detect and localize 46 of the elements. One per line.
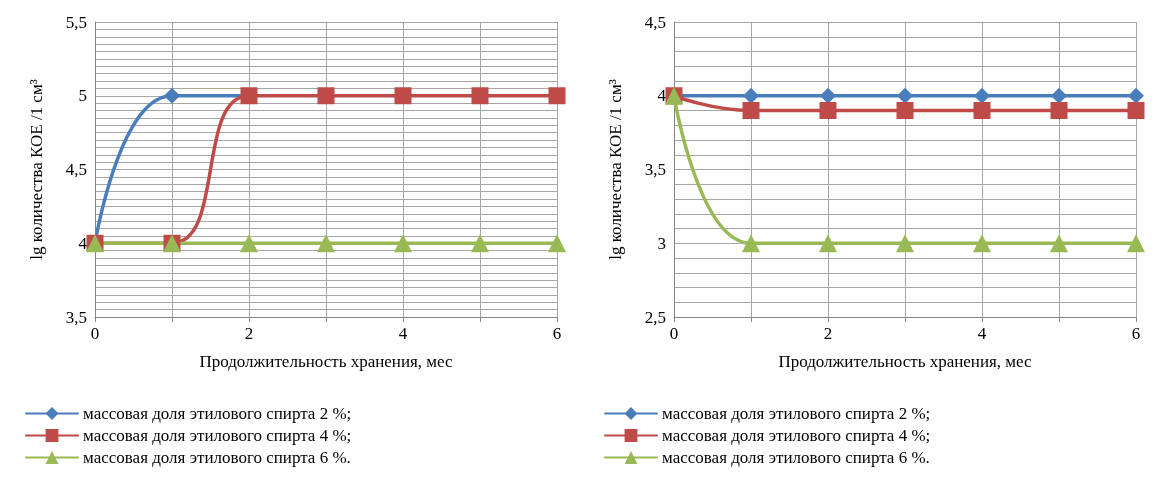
legend-label: массовая доля этилового спирта 2 %; bbox=[83, 404, 352, 423]
x-tick-label: 6 bbox=[552, 324, 562, 343]
y-tick-label: 2,5 bbox=[644, 307, 666, 327]
x-axis-title: Продолжительность хранения, мес bbox=[778, 352, 1033, 371]
point bbox=[973, 234, 991, 253]
x-tick-label: 2 bbox=[244, 324, 254, 343]
point bbox=[1051, 87, 1067, 104]
y-axis-title: lg количества КОЕ /1 см³ bbox=[27, 79, 46, 260]
point bbox=[1127, 102, 1145, 119]
point bbox=[897, 87, 913, 104]
point bbox=[896, 102, 914, 119]
x-tick-label: 4 bbox=[977, 324, 987, 343]
point bbox=[974, 87, 990, 104]
y-tick-label: 4 bbox=[657, 86, 667, 106]
point bbox=[743, 87, 759, 104]
legend-label: массовая доля этилового спирта 4 %; bbox=[662, 426, 931, 445]
legend-label: массовая доля этилового спирта 4 %; bbox=[83, 426, 352, 445]
y-axis-title: lg количества КОЕ /1 см³ bbox=[606, 79, 625, 260]
x-tick-label: 2 bbox=[823, 324, 833, 343]
y-tick-label: 5 bbox=[78, 86, 87, 106]
x-tick-label: 6 bbox=[1131, 324, 1141, 343]
point bbox=[1050, 234, 1068, 253]
point bbox=[819, 234, 837, 253]
y-tick-label: 5,5 bbox=[65, 12, 87, 32]
point bbox=[1127, 234, 1145, 253]
y-tick-label: 4 bbox=[78, 233, 88, 253]
point bbox=[973, 102, 991, 119]
y-tick-label: 3 bbox=[657, 233, 666, 253]
legend-label: массовая доля этилового спирта 2 %; bbox=[662, 404, 931, 423]
point bbox=[819, 102, 837, 119]
legend-label: массовая доля этилового спирта 6 %. bbox=[83, 448, 351, 467]
point bbox=[742, 102, 760, 119]
y-tick-label: 3,5 bbox=[644, 160, 666, 179]
x-tick-label: 0 bbox=[669, 324, 679, 343]
y-tick-label: 4,5 bbox=[644, 12, 666, 32]
point bbox=[1128, 87, 1144, 104]
x-tick-label: 0 bbox=[90, 324, 100, 343]
legend-label: массовая доля этилового спирта 6 %. bbox=[662, 448, 930, 467]
point bbox=[1050, 102, 1068, 119]
x-axis-title: Продолжительность хранения, мес bbox=[199, 352, 454, 371]
y-tick-label: 4,5 bbox=[65, 160, 87, 179]
y-tick-label: 3,5 bbox=[65, 307, 87, 327]
point bbox=[820, 87, 836, 104]
point bbox=[896, 234, 914, 253]
x-tick-label: 4 bbox=[398, 324, 408, 343]
point bbox=[742, 234, 760, 253]
